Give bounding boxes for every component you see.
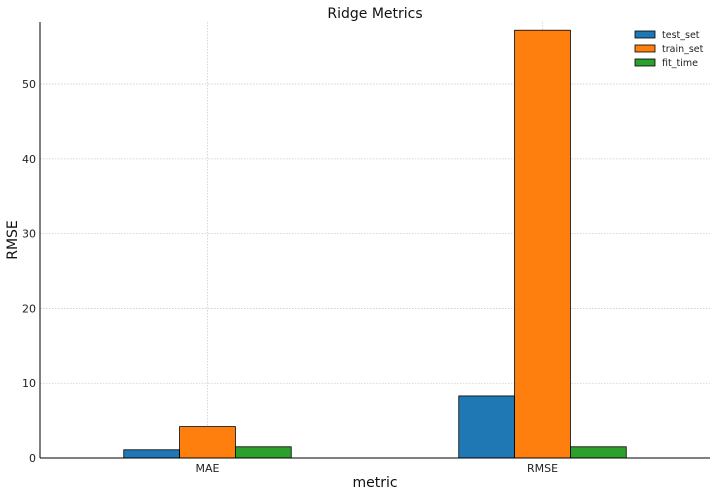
legend-label-train_set: train_set [662, 44, 704, 55]
x-axis-label: metric [352, 475, 397, 491]
axes [39, 22, 710, 459]
bar-test_set-MAE [123, 449, 180, 459]
legend-label-fit_time: fit_time [662, 58, 698, 69]
y-tick-label: 50 [22, 78, 36, 91]
x-tick-label: RMSE [527, 462, 558, 475]
bar-train_set-MAE [179, 426, 236, 459]
y-tick-label: 40 [22, 153, 36, 166]
y-tick-label: 0 [29, 452, 36, 465]
grid-lines [40, 22, 710, 459]
y-tick-label: 10 [22, 377, 36, 390]
legend-swatch-fit_time [634, 58, 656, 67]
chart-title: Ridge Metrics [327, 6, 422, 22]
legend: test_set train_set fit_time [634, 30, 704, 69]
bar-test_set-RMSE [458, 395, 515, 459]
legend-label-test_set: test_set [662, 30, 700, 41]
bar-fit_time-RMSE [570, 446, 627, 459]
legend-swatch-test_set [634, 30, 656, 39]
y-tick-label: 20 [22, 302, 36, 315]
bar-fit_time-MAE [235, 446, 292, 459]
y-ticks: 0 10 20 30 40 50 [22, 78, 36, 465]
y-tick-label: 30 [22, 228, 36, 241]
legend-swatch-train_set [634, 44, 656, 53]
y-axis-label: RMSE [5, 220, 21, 260]
bars [123, 29, 627, 459]
bar-train_set-RMSE [514, 29, 571, 459]
x-ticks: MAE RMSE [196, 462, 559, 475]
x-tick-label: MAE [196, 462, 220, 475]
